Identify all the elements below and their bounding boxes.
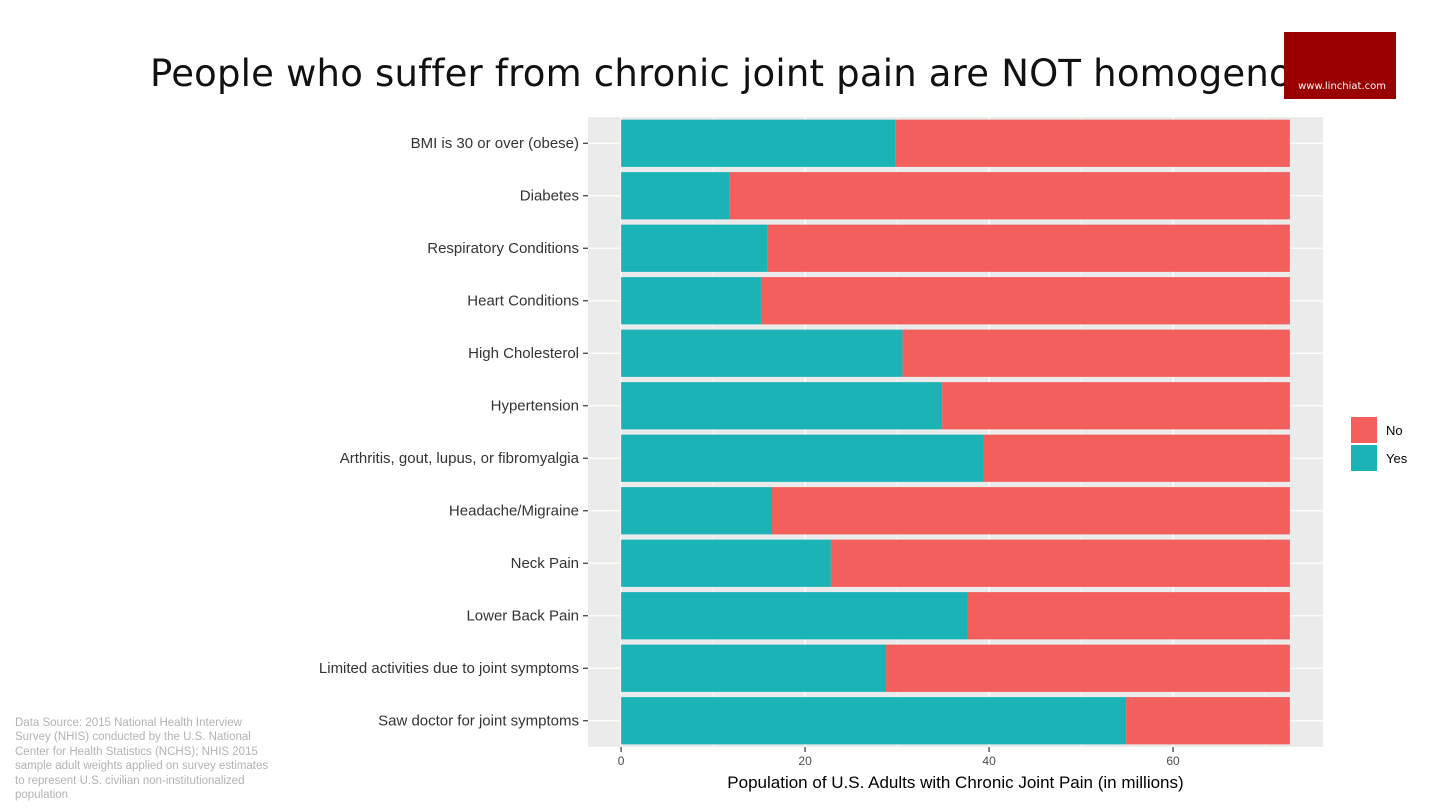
bar-no bbox=[1126, 697, 1290, 745]
brand-url: www.linchiat.com bbox=[1298, 81, 1386, 92]
bar-no bbox=[942, 382, 1290, 430]
y-tick-label: Hypertension bbox=[491, 397, 579, 414]
y-tick-label: Limited activities due to joint symptoms bbox=[319, 660, 579, 677]
plot-panel bbox=[588, 117, 1323, 747]
y-tick-label: High Cholesterol bbox=[468, 345, 579, 362]
bar-no bbox=[830, 539, 1290, 587]
bar-yes bbox=[621, 697, 1127, 745]
y-tick-label: Diabetes bbox=[520, 187, 579, 204]
bar-no bbox=[895, 119, 1290, 167]
x-axis-title: Population of U.S. Adults with Chronic J… bbox=[727, 773, 1183, 792]
bar-yes bbox=[621, 277, 761, 325]
x-tick-label: 0 bbox=[618, 754, 625, 768]
bar-yes bbox=[621, 644, 887, 692]
legend-label-yes: Yes bbox=[1386, 450, 1408, 466]
x-tick-label: 60 bbox=[1166, 754, 1180, 768]
bar-no bbox=[902, 329, 1290, 377]
bar-no bbox=[886, 644, 1290, 692]
bar-yes bbox=[621, 119, 896, 167]
chart-title: People who suffer from chronic joint pai… bbox=[150, 52, 1335, 95]
legend-label-no: No bbox=[1386, 422, 1403, 438]
bar-yes bbox=[621, 329, 903, 377]
bar-yes bbox=[621, 172, 730, 220]
bar-no bbox=[767, 224, 1290, 272]
bar-yes bbox=[621, 592, 967, 640]
bar-no bbox=[983, 434, 1290, 482]
y-tick-label: BMI is 30 or over (obese) bbox=[411, 135, 579, 152]
bar-no bbox=[966, 592, 1290, 640]
y-tick-label: Neck Pain bbox=[511, 555, 579, 572]
bar-no bbox=[771, 487, 1290, 535]
bar-yes bbox=[621, 382, 943, 430]
y-tick-label: Lower Back Pain bbox=[466, 607, 579, 624]
y-tick-label: Respiratory Conditions bbox=[427, 240, 579, 257]
brand-logo: www.linchiat.com bbox=[1284, 32, 1396, 99]
bar-yes bbox=[621, 434, 984, 482]
bar-yes bbox=[621, 539, 831, 587]
legend-swatch-yes bbox=[1351, 445, 1377, 471]
data-source-note: Data Source: 2015 National Health Interv… bbox=[15, 717, 269, 802]
y-tick-label: Headache/Migraine bbox=[449, 502, 579, 519]
legend-item-yes: Yes bbox=[1351, 444, 1407, 472]
bar-yes bbox=[621, 487, 772, 535]
y-tick-label: Arthritis, gout, lupus, or fibromyalgia bbox=[340, 450, 580, 467]
x-tick-label: 20 bbox=[798, 754, 812, 768]
legend-item-no: No bbox=[1351, 416, 1407, 444]
y-tick-label: Heart Conditions bbox=[467, 292, 579, 309]
bar-no bbox=[760, 277, 1290, 325]
bar-yes bbox=[621, 224, 768, 272]
legend-swatch-no bbox=[1351, 417, 1377, 443]
x-tick-label: 40 bbox=[982, 754, 996, 768]
y-tick-label: Saw doctor for joint symptoms bbox=[378, 712, 579, 729]
legend: No Yes bbox=[1351, 416, 1407, 472]
bar-no bbox=[729, 172, 1290, 220]
